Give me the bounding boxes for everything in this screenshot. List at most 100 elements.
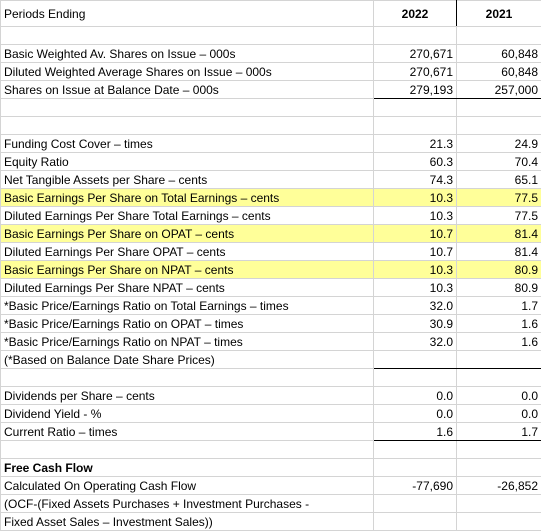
- value-2022[interactable]: 60.3: [374, 153, 457, 171]
- value-2022[interactable]: 30.9: [374, 315, 457, 333]
- row-label[interactable]: Shares on Issue at Balance Date – 000s: [1, 81, 374, 99]
- value-2021[interactable]: 1.7: [457, 297, 541, 315]
- value-2021[interactable]: 60,848: [457, 45, 541, 63]
- row-label[interactable]: Fixed Asset Sales – Investment Sales)): [1, 513, 374, 531]
- table-row: [1, 27, 541, 45]
- row-label[interactable]: Diluted Weighted Average Shares on Issue…: [1, 63, 374, 81]
- value-2021[interactable]: 65.1: [457, 171, 541, 189]
- value-2022[interactable]: -77,690: [374, 477, 457, 495]
- value-2022[interactable]: [374, 495, 457, 513]
- value-2021[interactable]: [457, 99, 541, 117]
- value-2021[interactable]: [457, 117, 541, 135]
- value-2022[interactable]: 270,671: [374, 63, 457, 81]
- value-2021[interactable]: 257,000: [457, 81, 541, 99]
- value-2022[interactable]: [374, 441, 457, 459]
- row-label[interactable]: Basic Earnings Per Share on OPAT – cents: [1, 225, 374, 243]
- value-2021[interactable]: 81.4: [457, 243, 541, 261]
- value-2022[interactable]: 21.3: [374, 135, 457, 153]
- table-row: *Basic Price/Earnings Ratio on Total Ear…: [1, 297, 541, 315]
- value-2021[interactable]: 1.6: [457, 333, 541, 351]
- table-row: (OCF-(Fixed Assets Purchases + Investmen…: [1, 495, 541, 513]
- row-label[interactable]: Basic Weighted Av. Shares on Issue – 000…: [1, 45, 374, 63]
- value-2022[interactable]: [374, 99, 457, 117]
- value-2022[interactable]: 279,193: [374, 81, 457, 99]
- value-2021[interactable]: 77.5: [457, 189, 541, 207]
- table-row: [1, 441, 541, 459]
- row-label[interactable]: (*Based on Balance Date Share Prices): [1, 351, 374, 369]
- value-2022[interactable]: 10.7: [374, 225, 457, 243]
- row-label[interactable]: Basic Earnings Per Share on Total Earnin…: [1, 189, 374, 207]
- value-2022[interactable]: 32.0: [374, 297, 457, 315]
- value-2021[interactable]: [457, 27, 541, 45]
- value-2022[interactable]: 10.3: [374, 207, 457, 225]
- value-2022[interactable]: [374, 459, 457, 477]
- value-2022[interactable]: [374, 513, 457, 531]
- row-label[interactable]: Diluted Earnings Per Share NPAT – cents: [1, 279, 374, 297]
- row-label[interactable]: Basic Earnings Per Share on NPAT – cents: [1, 261, 374, 279]
- value-2021[interactable]: 80.9: [457, 261, 541, 279]
- row-label[interactable]: Net Tangible Assets per Share – cents: [1, 171, 374, 189]
- value-2022[interactable]: 10.3: [374, 189, 457, 207]
- value-2021[interactable]: [457, 459, 541, 477]
- table-row: Diluted Earnings Per Share Total Earning…: [1, 207, 541, 225]
- value-2021[interactable]: 1.7: [457, 423, 541, 441]
- row-label[interactable]: *Basic Price/Earnings Ratio on NPAT – ti…: [1, 333, 374, 351]
- value-2022[interactable]: 10.3: [374, 279, 457, 297]
- row-label[interactable]: *Basic Price/Earnings Ratio on OPAT – ti…: [1, 315, 374, 333]
- row-label[interactable]: Dividend Yield - %: [1, 405, 374, 423]
- value-2021[interactable]: 1.6: [457, 315, 541, 333]
- value-2022[interactable]: 32.0: [374, 333, 457, 351]
- row-label[interactable]: Diluted Earnings Per Share Total Earning…: [1, 207, 374, 225]
- row-label[interactable]: *Basic Price/Earnings Ratio on Total Ear…: [1, 297, 374, 315]
- value-2021[interactable]: [457, 369, 541, 387]
- value-2022[interactable]: 74.3: [374, 171, 457, 189]
- value-2021[interactable]: 70.4: [457, 153, 541, 171]
- row-label[interactable]: [1, 117, 374, 135]
- value-2021[interactable]: -26,852: [457, 477, 541, 495]
- value-2022[interactable]: 270,671: [374, 45, 457, 63]
- value-2022[interactable]: [374, 27, 457, 45]
- value-2021[interactable]: 24.9: [457, 135, 541, 153]
- value-2022[interactable]: 10.3: [374, 261, 457, 279]
- header-year-2022[interactable]: 2022: [374, 1, 457, 27]
- header-label-cell[interactable]: Periods Ending: [1, 1, 374, 27]
- value-2021[interactable]: 81.4: [457, 225, 541, 243]
- table-row: *Basic Price/Earnings Ratio on OPAT – ti…: [1, 315, 541, 333]
- row-label[interactable]: [1, 99, 374, 117]
- value-2021[interactable]: 0.0: [457, 405, 541, 423]
- value-2021[interactable]: 60,848: [457, 63, 541, 81]
- table-row-highlighted: Basic Earnings Per Share on Total Earnin…: [1, 189, 541, 207]
- row-label[interactable]: Funding Cost Cover – times: [1, 135, 374, 153]
- row-label[interactable]: [1, 441, 374, 459]
- row-label[interactable]: Calculated On Operating Cash Flow: [1, 477, 374, 495]
- row-label[interactable]: [1, 27, 374, 45]
- value-2022[interactable]: [374, 369, 457, 387]
- row-label[interactable]: Current Ratio – times: [1, 423, 374, 441]
- row-label[interactable]: [1, 369, 374, 387]
- value-2022[interactable]: 0.0: [374, 405, 457, 423]
- value-2022[interactable]: [374, 117, 457, 135]
- row-label[interactable]: (OCF-(Fixed Assets Purchases + Investmen…: [1, 495, 374, 513]
- value-2022[interactable]: 1.6: [374, 423, 457, 441]
- value-2021[interactable]: 77.5: [457, 207, 541, 225]
- row-label[interactable]: Free Cash Flow: [1, 459, 374, 477]
- value-2021[interactable]: 80.9: [457, 279, 541, 297]
- table-row: Calculated On Operating Cash Flow-77,690…: [1, 477, 541, 495]
- row-label[interactable]: Diluted Earnings Per Share OPAT – cents: [1, 243, 374, 261]
- value-2022[interactable]: 0.0: [374, 387, 457, 405]
- value-2022[interactable]: [374, 351, 457, 369]
- value-2022[interactable]: 10.7: [374, 243, 457, 261]
- row-label[interactable]: Equity Ratio: [1, 153, 374, 171]
- value-2021[interactable]: [457, 513, 541, 531]
- row-label[interactable]: Dividends per Share – cents: [1, 387, 374, 405]
- value-2021[interactable]: [457, 441, 541, 459]
- header-year-2021[interactable]: 2021: [457, 1, 541, 27]
- value-2021[interactable]: 0.0: [457, 387, 541, 405]
- value-2021[interactable]: [457, 495, 541, 513]
- table-row-highlighted: Basic Earnings Per Share on NPAT – cents…: [1, 261, 541, 279]
- value-2021[interactable]: [457, 351, 541, 369]
